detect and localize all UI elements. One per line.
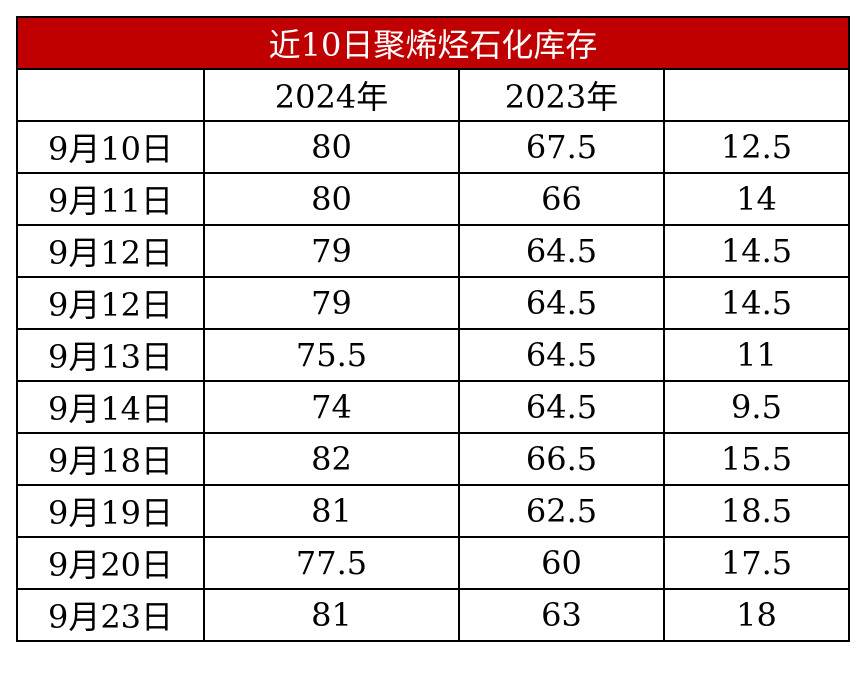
date-cell: 9月12日 (16, 224, 205, 278)
value-cell: 12.5 (663, 120, 850, 174)
value-cell: 11 (663, 328, 850, 382)
data-row: 9月13日 75.5 64.5 11 (16, 328, 850, 382)
value-cell: 62.5 (458, 484, 665, 538)
header-cell: 2023年 (458, 68, 665, 122)
value-cell: 81 (203, 484, 460, 538)
value-cell: 64.5 (458, 276, 665, 330)
value-cell: 81 (203, 588, 460, 642)
value-cell: 67.5 (458, 120, 665, 174)
date-cell: 9月11日 (16, 172, 205, 226)
data-row: 9月12日 79 64.5 14.5 (16, 276, 850, 330)
value-cell: 66.5 (458, 432, 665, 486)
value-cell: 80 (203, 120, 460, 174)
value-cell: 64.5 (458, 328, 665, 382)
header-cell: 2024年 (203, 68, 460, 122)
value-cell: 64.5 (458, 224, 665, 278)
data-row: 9月10日 80 67.5 12.5 (16, 120, 850, 174)
value-cell: 60 (458, 536, 665, 590)
value-cell: 14.5 (663, 224, 850, 278)
value-cell: 80 (203, 172, 460, 226)
header-row: 2024年 2023年 (16, 68, 850, 122)
value-cell: 15.5 (663, 432, 850, 486)
date-cell: 9月19日 (16, 484, 205, 538)
value-cell: 9.5 (663, 380, 850, 434)
data-row: 9月14日 74 64.5 9.5 (16, 380, 850, 434)
date-cell: 9月13日 (16, 328, 205, 382)
value-cell: 77.5 (203, 536, 460, 590)
data-row: 9月23日 81 63 18 (16, 588, 850, 642)
date-cell: 9月18日 (16, 432, 205, 486)
value-cell: 75.5 (203, 328, 460, 382)
value-cell: 18.5 (663, 484, 850, 538)
data-row: 9月18日 82 66.5 15.5 (16, 432, 850, 486)
date-cell: 9月12日 (16, 276, 205, 330)
value-cell: 79 (203, 276, 460, 330)
value-cell: 18 (663, 588, 850, 642)
header-cell (16, 68, 205, 122)
value-cell: 74 (203, 380, 460, 434)
value-cell: 64.5 (458, 380, 665, 434)
value-cell: 82 (203, 432, 460, 486)
value-cell: 66 (458, 172, 665, 226)
date-cell: 9月20日 (16, 536, 205, 590)
header-cell (663, 68, 850, 122)
value-cell: 63 (458, 588, 665, 642)
date-cell: 9月10日 (16, 120, 205, 174)
data-row: 9月20日 77.5 60 17.5 (16, 536, 850, 590)
date-cell: 9月14日 (16, 380, 205, 434)
data-row: 9月19日 81 62.5 18.5 (16, 484, 850, 538)
value-cell: 17.5 (663, 536, 850, 590)
value-cell: 14.5 (663, 276, 850, 330)
inventory-table: 近10日聚烯烃石化库存 2024年 2023年 9月10日 80 67.5 12.5 9… (16, 16, 850, 642)
value-cell: 14 (663, 172, 850, 226)
data-row: 9月12日 79 64.5 14.5 (16, 224, 850, 278)
table-title: 近10日聚烯烃石化库存 (16, 16, 850, 70)
value-cell: 79 (203, 224, 460, 278)
data-row: 9月11日 80 66 14 (16, 172, 850, 226)
date-cell: 9月23日 (16, 588, 205, 642)
